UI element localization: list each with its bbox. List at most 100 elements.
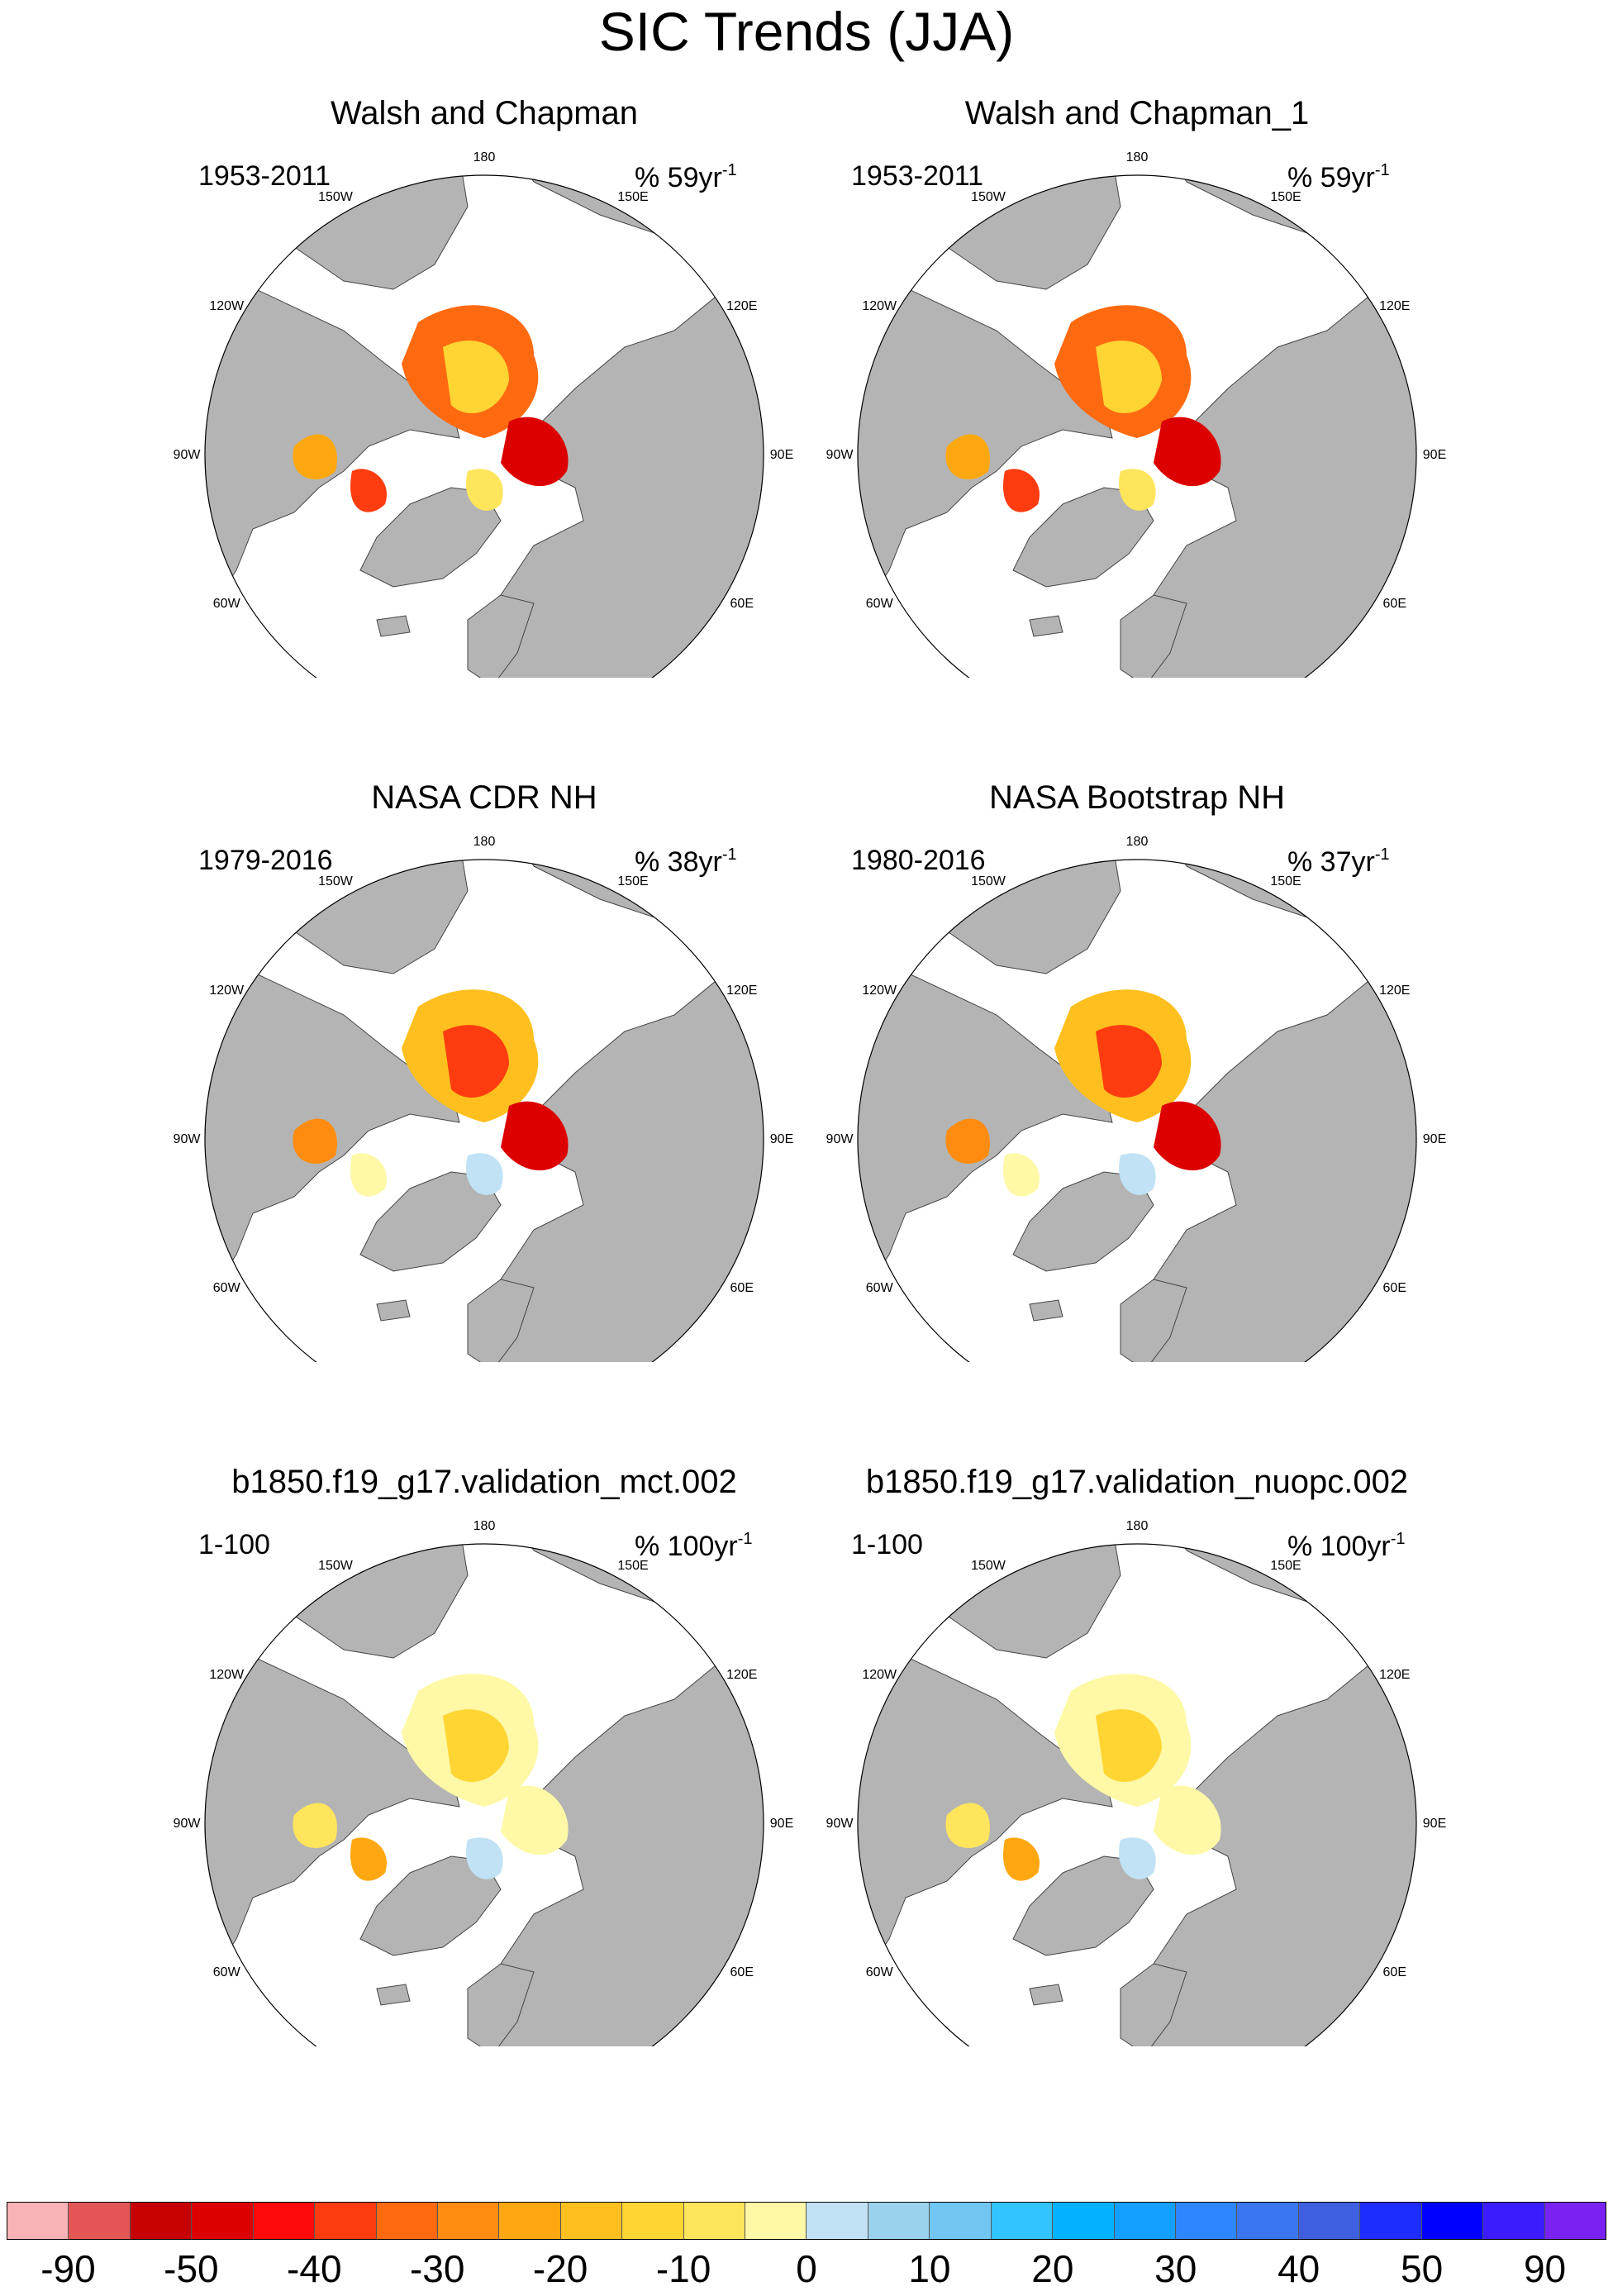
sea-ice-trend-region: [443, 341, 509, 413]
longitude-label: 180: [473, 1519, 496, 1533]
longitude-label: 180: [473, 150, 496, 164]
colorbar-box: [192, 2203, 254, 2239]
map-boundary: [204, 174, 764, 678]
panel-title: NASA Bootstrap NH: [989, 779, 1285, 816]
polar-map: 180150E120E90E60E30E030W60W90W120W150W: [174, 1519, 793, 2046]
sea-ice-trend-region: [1003, 1153, 1040, 1197]
land-mass: [467, 594, 535, 678]
sea-ice-trend-region: [443, 1709, 509, 1782]
sea-ice-trend-region: [945, 1118, 990, 1164]
colorbar-box: [683, 2203, 746, 2239]
land-mass: [1128, 939, 1416, 1362]
panel-units-exponent: -1: [721, 846, 737, 864]
longitude-label: 60E: [1383, 597, 1406, 611]
colorbar-tick-label: 10: [908, 2247, 951, 2290]
sea-ice-trend-region: [443, 1025, 509, 1098]
colorbar-box: [1421, 2203, 1484, 2239]
longitude-label: 60E: [1383, 1965, 1406, 1979]
longitude-label: 150E: [1270, 874, 1301, 888]
panel-period: 1-100: [851, 1529, 923, 1560]
land-mass: [376, 615, 411, 637]
longitude-label: 150W: [318, 1559, 354, 1573]
longitude-label: 120W: [209, 1668, 245, 1682]
longitude-label: 60W: [866, 597, 894, 611]
map-boundary: [857, 859, 1417, 1362]
colorbar-box: [806, 2203, 868, 2239]
longitude-label: 150W: [971, 874, 1006, 888]
land-mass: [475, 939, 764, 1362]
colorbar-box: [1053, 2203, 1115, 2239]
longitude-label: 120E: [1379, 984, 1410, 998]
sea-ice-trend-region: [350, 469, 387, 512]
sea-ice-trend-region: [501, 417, 569, 487]
longitude-label: 90E: [770, 448, 793, 462]
longitude-label: 180: [473, 835, 496, 849]
longitude-label: 150E: [617, 874, 648, 888]
colorbar-tick-label: -90: [40, 2247, 96, 2290]
colorbar-tick-label: 0: [796, 2247, 817, 2290]
land-mass: [376, 1984, 411, 2006]
panel-units: % 100yr-1: [1287, 1530, 1406, 1562]
panel-units: % 59yr-1: [635, 161, 737, 193]
panel-title: b1850.f19_g17.validation_mct.002: [231, 1464, 737, 1500]
colorbar-box: [69, 2203, 131, 2239]
map-boundary: [204, 859, 764, 1362]
colorbar-box: [1114, 2203, 1177, 2239]
polar-map: 180150E120E90E60E30E030W60W90W120W150W: [174, 835, 793, 1362]
colorbar-box: [1483, 2203, 1545, 2239]
colorbar-tick-label: 30: [1154, 2247, 1197, 2290]
sea-ice-trend-region: [293, 1118, 337, 1164]
land-mass: [475, 1623, 764, 2046]
land-mass: [1120, 1279, 1187, 1362]
sea-ice-trend-region: [501, 1101, 569, 1171]
longitude-label: 60E: [1383, 1281, 1406, 1295]
colorbar-box: [868, 2203, 930, 2239]
longitude-label: 180: [1126, 835, 1149, 849]
sea-ice-trend-region: [945, 1803, 990, 1848]
colorbar-box: [437, 2203, 500, 2239]
longitude-label: 60W: [866, 1281, 894, 1295]
sea-ice-trend-region: [501, 1785, 569, 1855]
land-mass: [1128, 1623, 1416, 2046]
colorbar-box: [1176, 2203, 1238, 2239]
longitude-label: 60W: [213, 597, 241, 611]
longitude-label: 150E: [617, 190, 648, 204]
longitude-label: 150E: [1270, 190, 1301, 204]
figure-title: SIC Trends (JJA): [598, 1, 1015, 62]
longitude-label: 90E: [1423, 448, 1446, 462]
longitude-label: 120W: [862, 299, 897, 313]
map-boundary: [204, 1543, 764, 2046]
longitude-label: 120E: [726, 1668, 757, 1682]
sea-ice-trend-region: [466, 469, 503, 511]
sea-ice-trend-region: [1119, 1153, 1156, 1195]
colorbar-tick-label: 90: [1523, 2247, 1567, 2290]
colorbar-box: [376, 2203, 438, 2239]
panel-units-exponent: -1: [1374, 846, 1390, 864]
longitude-label: 90W: [826, 448, 854, 462]
longitude-label: 60W: [213, 1965, 241, 1979]
polar-map: 180150E120E90E60E30E030W60W90W120W150W: [826, 150, 1446, 678]
longitude-label: 180: [1126, 150, 1149, 164]
land-mass: [376, 1299, 411, 1322]
colorbar-tick-label: 20: [1031, 2247, 1074, 2290]
colorbar: [7, 2202, 1606, 2240]
panel-title: NASA CDR NH: [371, 779, 597, 816]
longitude-label: 120W: [209, 984, 245, 998]
map-panel: 180150E120E90E60E30E030W60W90W120W150WWa…: [0, 0, 806, 678]
colorbar-tick-label: -20: [532, 2247, 588, 2290]
panel-units: % 59yr-1: [1287, 161, 1390, 193]
panel-units: % 100yr-1: [635, 1530, 753, 1562]
colorbar-tick-label: -50: [164, 2247, 219, 2290]
land-mass: [1120, 1963, 1187, 2046]
sea-ice-trend-region: [1119, 1837, 1156, 1879]
longitude-label: 90W: [826, 1817, 854, 1831]
longitude-label: 150W: [318, 190, 354, 204]
longitude-label: 120W: [862, 1668, 897, 1682]
polar-map: 180150E120E90E60E30E030W60W90W120W150W: [174, 150, 793, 678]
colorbar-box: [622, 2203, 684, 2239]
longitude-label: 90W: [174, 448, 202, 462]
longitude-label: 120W: [209, 299, 245, 313]
sea-ice-trend-region: [350, 1837, 387, 1881]
land-mass: [1029, 1299, 1063, 1322]
colorbar-box: [315, 2203, 377, 2239]
